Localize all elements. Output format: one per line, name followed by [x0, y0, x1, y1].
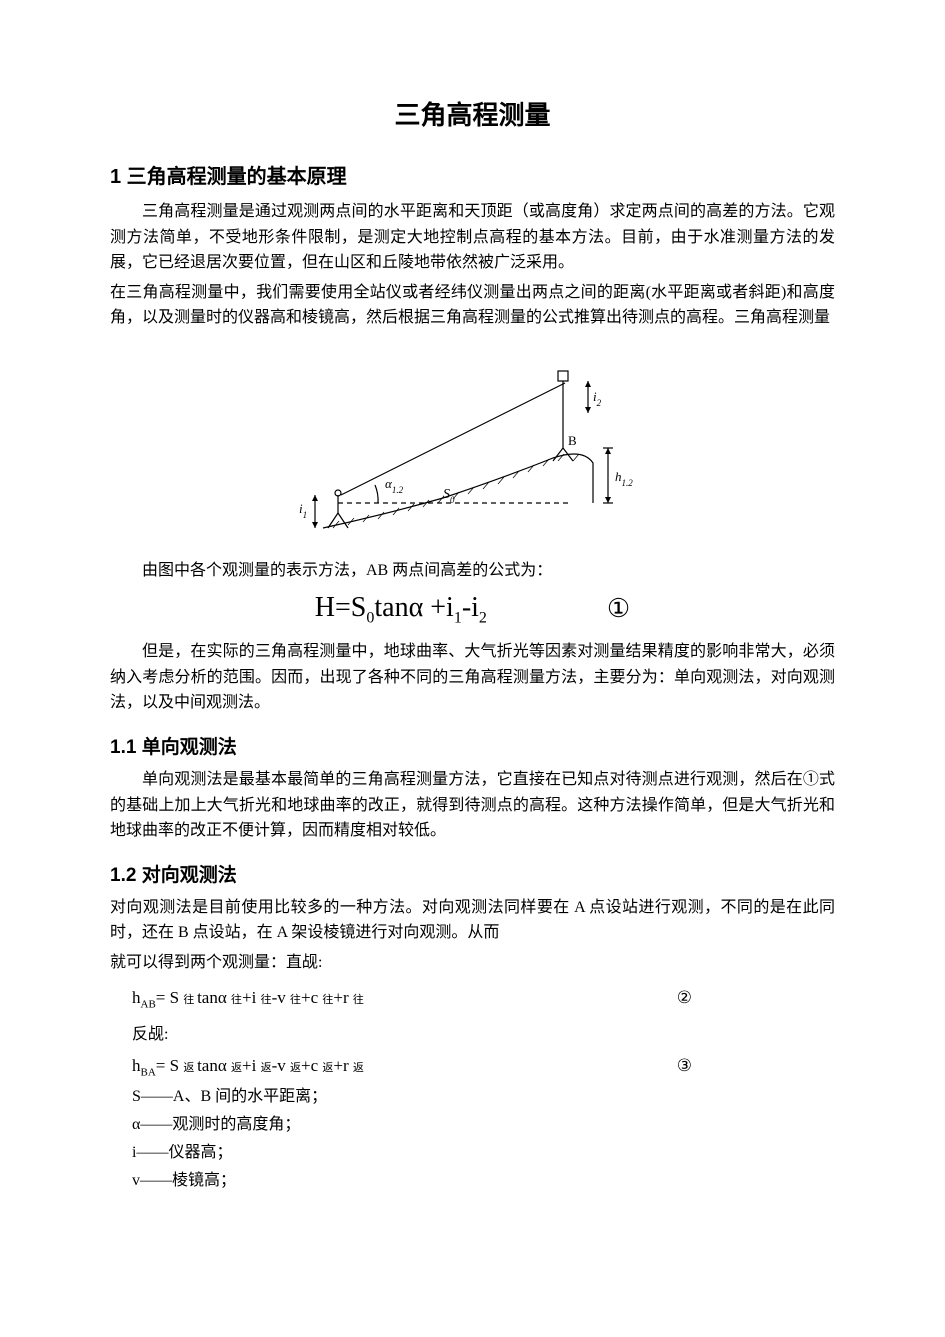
formula-1-number: ①: [607, 594, 630, 624]
equation-2-row: hAB= S 往 tanα 往+i 往-v 往+c 往+r 往 ②: [132, 988, 835, 1010]
document-title: 三角高程测量: [110, 95, 835, 132]
section-1-para-2: 在三角高程测量中，我们需要使用全站仪或者经纬仪测量出两点之间的距离(水平距离或者…: [110, 280, 835, 331]
section-12-para-2: 就可以得到两个观测量：直觇:: [110, 950, 835, 976]
document-page: 三角高程测量 1 三角高程测量的基本原理 三角高程测量是通过观测两点间的水平距离…: [0, 0, 945, 1337]
label-h12: h1.2: [615, 469, 633, 488]
figure-diagram: A B α1.2 S0 i1 i2 h1.2: [110, 353, 835, 538]
def-alpha: α——观测时的高度角；: [132, 1110, 835, 1134]
label-fan: 反觇:: [132, 1020, 835, 1044]
section-12-heading: 1.2 对向观测法: [110, 860, 835, 887]
equation-2-number: ②: [637, 988, 692, 1010]
section-11-para-1: 单向观测法是最基本最简单的三角高程测量方法，它直接在已知点对待测点进行观测，然后…: [110, 767, 835, 844]
formula-1-row: H=S0tanα +i1-i2 ①: [110, 592, 835, 628]
section-1-para-3: 但是，在实际的三角高程测量中，地球曲率、大气折光等因素对测量结果精度的影响非常大…: [110, 639, 835, 716]
section-11-heading: 1.1 单向观测法: [110, 732, 835, 759]
label-i2: i2: [593, 389, 602, 408]
equation-3-number: ③: [637, 1056, 692, 1078]
def-v: v——棱镜高；: [132, 1166, 835, 1190]
section-1-heading: 1 三角高程测量的基本原理: [110, 160, 835, 189]
equation-3: hBA= S 返 tanα 返+i 返-v 返+c 返+r 返: [132, 1056, 364, 1078]
figure-caption: 由图中各个观测量的表示方法，AB 两点间高差的公式为：: [110, 558, 835, 584]
label-i1: i1: [299, 501, 307, 520]
label-B: B: [568, 433, 577, 448]
triangulation-diagram-svg: A B α1.2 S0 i1 i2 h1.2: [293, 353, 653, 533]
label-S0: S0: [443, 487, 455, 505]
section-1-para-1: 三角高程测量是通过观测两点间的水平距离和天顶距（或高度角）求定两点间的高差的方法…: [110, 199, 835, 276]
label-alpha: α1.2: [385, 476, 404, 495]
equation-2: hAB= S 往 tanα 往+i 往-v 往+c 往+r 往: [132, 988, 364, 1010]
formula-1: H=S0tanα +i1-i2: [315, 592, 487, 628]
label-A: A: [325, 531, 335, 533]
section-12-para-1: 对向观测法是目前使用比较多的一种方法。对向观测法同样要在 A 点设站进行观测，不…: [110, 895, 835, 946]
equation-3-row: hBA= S 返 tanα 返+i 返-v 返+c 返+r 返 ③: [132, 1056, 835, 1078]
def-i: i——仪器高；: [132, 1138, 835, 1162]
def-S: S——A、B 间的水平距离；: [132, 1082, 835, 1106]
